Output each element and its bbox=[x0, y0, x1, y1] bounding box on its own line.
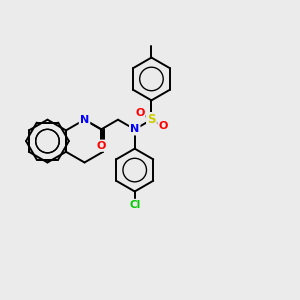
Text: O: O bbox=[135, 108, 145, 118]
Text: O: O bbox=[97, 141, 106, 151]
Text: N: N bbox=[130, 124, 139, 134]
Text: N: N bbox=[80, 115, 89, 125]
Text: O: O bbox=[158, 122, 168, 131]
Text: Cl: Cl bbox=[129, 200, 140, 210]
Text: S: S bbox=[147, 113, 156, 126]
